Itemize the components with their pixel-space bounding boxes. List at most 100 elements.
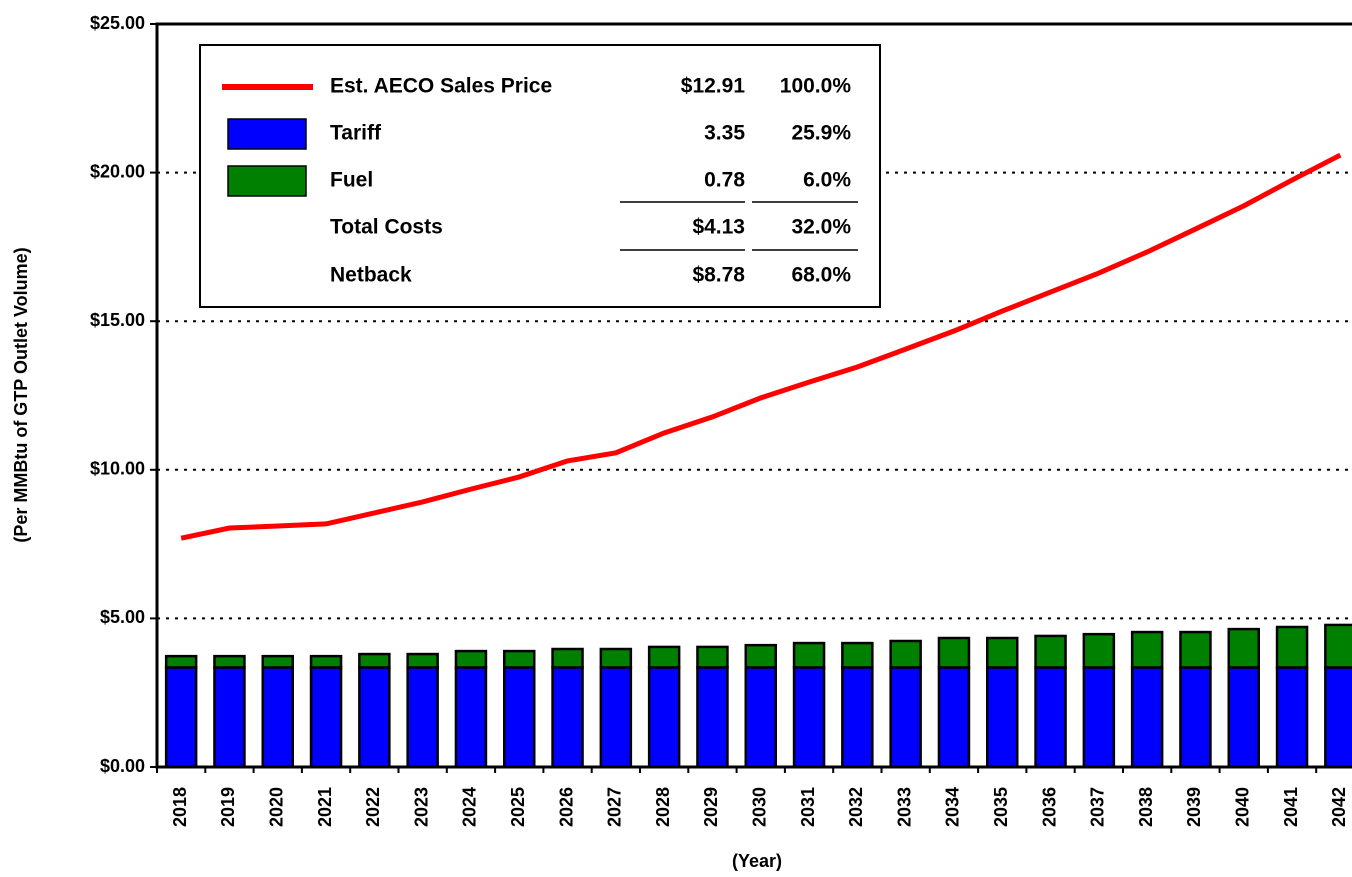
bar <box>1227 627 1260 669</box>
bar <box>454 649 488 669</box>
legend-box <box>199 44 881 308</box>
y-tick-label: $10.00 <box>90 459 145 479</box>
legend-amount: $4.13 <box>692 216 745 239</box>
y-tick-label: $15.00 <box>90 310 145 330</box>
legend-label: Netback <box>330 264 412 287</box>
x-tick-label: 2023 <box>411 787 431 827</box>
x-tick-label: 2033 <box>894 787 914 827</box>
bar <box>599 666 633 769</box>
bar <box>647 666 681 769</box>
bar <box>406 666 439 769</box>
bar <box>1034 634 1067 669</box>
x-tick-label: 2026 <box>556 787 576 827</box>
bar <box>1179 666 1212 769</box>
bar <box>841 641 874 669</box>
legend-share: 100.0% <box>780 75 852 98</box>
bar <box>841 666 874 769</box>
bar <box>1179 630 1212 669</box>
bar <box>1130 630 1164 669</box>
bar <box>309 654 343 669</box>
x-tick-label: 2035 <box>991 787 1011 827</box>
x-tick-label: 2020 <box>267 787 287 827</box>
bar <box>406 652 439 669</box>
legend-label: Total Costs <box>330 216 443 239</box>
x-tick-label: 2036 <box>1039 787 1059 827</box>
x-tick-label: 2042 <box>1329 787 1349 827</box>
legend-label: Tariff <box>330 122 382 145</box>
x-tick-label: 2028 <box>653 787 673 827</box>
bar <box>309 666 343 769</box>
bar <box>792 666 826 769</box>
bar <box>1275 625 1309 669</box>
x-tick-label: 2018 <box>170 787 190 827</box>
legend-amount: $12.91 <box>681 75 746 98</box>
bar <box>1324 666 1352 769</box>
x-tick-label: 2031 <box>798 787 818 827</box>
bar <box>937 666 971 769</box>
legend-share: 32.0% <box>791 216 851 239</box>
legend-amount: 3.35 <box>704 122 745 145</box>
bar <box>1275 666 1309 769</box>
bar <box>599 647 633 669</box>
y-tick-label: $5.00 <box>100 607 145 627</box>
x-tick-label: 2032 <box>846 787 866 827</box>
legend-share: 68.0% <box>791 264 851 287</box>
bar <box>744 643 777 669</box>
legend-swatch <box>227 165 307 197</box>
bar <box>647 645 681 669</box>
x-tick-label: 2022 <box>363 787 383 827</box>
bar <box>889 639 922 669</box>
legend-amount: 0.78 <box>704 169 745 192</box>
x-tick-label: 2025 <box>508 787 528 827</box>
x-tick-label: 2037 <box>1088 787 1108 827</box>
x-tick-label: 2027 <box>605 787 625 827</box>
bar <box>937 636 971 669</box>
bar <box>986 636 1019 669</box>
x-tick-label: 2041 <box>1281 787 1301 827</box>
bar <box>503 666 536 769</box>
bar <box>551 666 584 769</box>
legend-swatch <box>227 118 307 150</box>
x-axis-label: (Year) <box>732 851 782 871</box>
bar <box>696 645 729 669</box>
y-axis-label: (Per MMBtu of GTP Outlet Volume) <box>11 247 31 542</box>
bar <box>792 641 826 669</box>
bar <box>1227 666 1260 769</box>
x-tick-label: 2034 <box>943 787 963 827</box>
y-tick-label: $0.00 <box>100 756 145 776</box>
x-tick-label: 2024 <box>460 787 480 827</box>
x-tick-label: 2029 <box>701 787 721 827</box>
line <box>180 152 1342 541</box>
bar <box>1082 632 1116 669</box>
y-tick-label: $25.00 <box>90 13 145 33</box>
legend-label: Est. AECO Sales Price <box>330 75 552 98</box>
bar <box>164 654 198 669</box>
bar <box>1130 666 1164 769</box>
legend-label: Fuel <box>330 169 373 192</box>
bar <box>744 666 777 769</box>
y-tick-label: $20.00 <box>90 161 145 181</box>
bar <box>551 647 584 669</box>
bar <box>213 666 246 769</box>
bar <box>503 649 536 669</box>
bar <box>213 654 246 669</box>
bar <box>1082 666 1116 769</box>
legend-amount: $8.78 <box>692 264 745 287</box>
bar <box>696 666 729 769</box>
x-tick-label: 2040 <box>1233 787 1253 827</box>
bar <box>1034 666 1067 769</box>
x-tick-label: 2038 <box>1136 787 1156 827</box>
x-tick-label: 2030 <box>750 787 770 827</box>
legend: Est. AECO Sales Price $12.91 100.0% Tariff 3… <box>199 44 881 308</box>
legend-share: 6.0% <box>803 169 851 192</box>
bar <box>889 666 922 769</box>
x-tick-label: 2019 <box>218 787 238 827</box>
x-tick-label: 2021 <box>315 787 335 827</box>
bar <box>261 654 294 669</box>
legend-share: 25.9% <box>791 122 851 145</box>
bar <box>1324 623 1352 669</box>
bar <box>261 666 294 769</box>
x-tick-label: 2039 <box>1184 787 1204 827</box>
bar <box>358 666 391 769</box>
